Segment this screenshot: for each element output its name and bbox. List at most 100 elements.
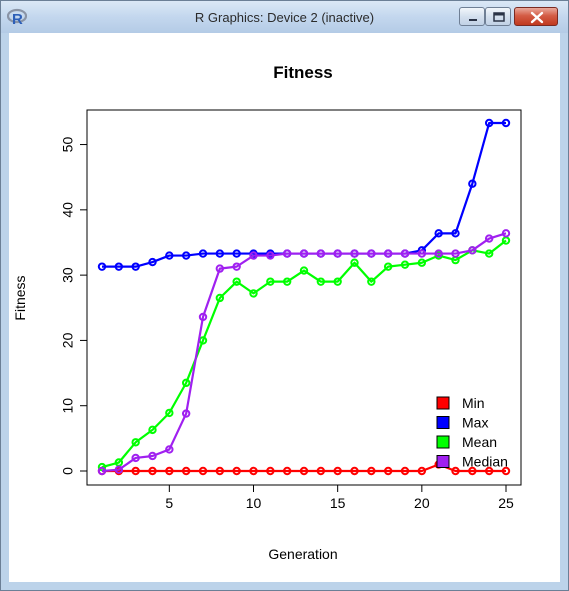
point-mean xyxy=(367,277,376,286)
point-max xyxy=(501,118,511,128)
y-axis-label: Fitness xyxy=(12,275,28,320)
point-min xyxy=(501,466,511,476)
point-mean xyxy=(350,258,359,267)
title-bar[interactable]: R R Graphics: Device 2 (inactive) xyxy=(1,1,568,33)
point-max xyxy=(165,251,174,260)
point-min xyxy=(215,466,225,476)
plot-area: Fitness Generation Fitness 5 10 15 20 25 0 10 2… xyxy=(9,33,560,582)
point-median xyxy=(232,262,241,271)
r-logo-icon: R xyxy=(7,8,27,27)
point-mean xyxy=(400,260,410,269)
close-button[interactable] xyxy=(514,7,558,26)
point-min xyxy=(316,466,326,476)
maximize-button[interactable] xyxy=(485,7,511,26)
point-median xyxy=(249,251,258,260)
fitness-chart: Fitness Generation Fitness 5 10 15 20 25 0 10 2… xyxy=(12,63,522,562)
minimize-icon xyxy=(469,19,477,21)
x-axis-label: Generation xyxy=(268,546,337,562)
svg-text:R: R xyxy=(12,11,23,27)
point-median xyxy=(468,246,477,255)
point-min xyxy=(282,466,292,476)
point-min xyxy=(417,466,427,476)
x-tick-label: 15 xyxy=(330,495,346,511)
point-median xyxy=(434,249,443,258)
point-mean xyxy=(383,262,393,271)
minimize-button[interactable] xyxy=(459,7,485,26)
legend-swatch-median xyxy=(436,455,450,468)
series-max xyxy=(97,118,511,271)
point-max xyxy=(484,118,494,128)
y-tick-label: 0 xyxy=(60,467,76,475)
x-tick-label: 5 xyxy=(165,495,173,511)
point-median xyxy=(198,312,208,322)
point-mean xyxy=(299,266,309,275)
point-min xyxy=(165,466,174,476)
point-max xyxy=(232,249,241,258)
point-max xyxy=(215,249,225,258)
x-tick-label: 10 xyxy=(246,495,262,511)
point-max xyxy=(97,262,107,271)
point-median xyxy=(165,445,174,454)
series-min xyxy=(97,460,511,476)
point-max xyxy=(148,257,157,267)
legend-label: Max xyxy=(462,415,488,431)
legend-swatch-min xyxy=(436,396,450,410)
point-median xyxy=(316,249,326,258)
legend-swatch-mean xyxy=(436,435,450,449)
x-tick-label: 25 xyxy=(498,495,514,511)
point-median xyxy=(299,249,309,258)
point-median xyxy=(215,264,225,273)
point-mean xyxy=(232,277,241,286)
point-median xyxy=(350,249,359,258)
window-title: R Graphics: Device 2 (inactive) xyxy=(194,10,375,25)
series-line-median xyxy=(101,232,507,473)
series-line-mean xyxy=(101,239,507,469)
legend-swatch-max xyxy=(436,416,450,429)
point-mean xyxy=(417,258,427,267)
y-tick-label: 50 xyxy=(60,137,76,153)
point-mean xyxy=(165,408,174,418)
point-mean xyxy=(181,378,191,388)
point-max xyxy=(131,262,140,271)
y-tick-label: 20 xyxy=(60,332,76,348)
point-min xyxy=(266,466,275,476)
point-median xyxy=(114,465,124,474)
point-min xyxy=(232,466,241,476)
point-mean xyxy=(484,249,494,258)
point-min xyxy=(131,466,140,476)
point-mean xyxy=(316,277,326,286)
point-median xyxy=(501,229,511,238)
point-max xyxy=(181,251,191,260)
point-median xyxy=(266,251,275,260)
legend-label: Min xyxy=(462,395,485,411)
point-mean xyxy=(266,277,275,286)
point-min xyxy=(198,466,208,476)
point-median xyxy=(131,453,140,463)
point-mean xyxy=(282,277,292,286)
point-min xyxy=(181,466,191,476)
y-tick-label: 10 xyxy=(60,398,76,414)
point-mean xyxy=(148,425,157,435)
point-mean xyxy=(215,293,225,303)
point-min xyxy=(400,466,410,476)
point-mean xyxy=(249,289,258,298)
point-median xyxy=(451,249,460,258)
legend-label: Mean xyxy=(462,434,497,450)
point-min xyxy=(367,466,376,476)
point-max xyxy=(198,249,208,258)
close-icon xyxy=(530,11,544,24)
point-min xyxy=(148,466,157,476)
point-min xyxy=(350,466,359,476)
point-median xyxy=(484,234,494,243)
series-median xyxy=(97,229,511,476)
series-line-max xyxy=(102,121,506,268)
point-min xyxy=(249,466,258,476)
point-min xyxy=(299,466,309,476)
x-tick-label: 20 xyxy=(414,495,430,511)
point-max xyxy=(434,229,443,238)
point-min xyxy=(484,466,494,476)
point-median xyxy=(383,249,393,258)
chart-title: Fitness xyxy=(273,63,333,82)
point-max xyxy=(114,262,124,271)
point-mean xyxy=(333,277,342,286)
